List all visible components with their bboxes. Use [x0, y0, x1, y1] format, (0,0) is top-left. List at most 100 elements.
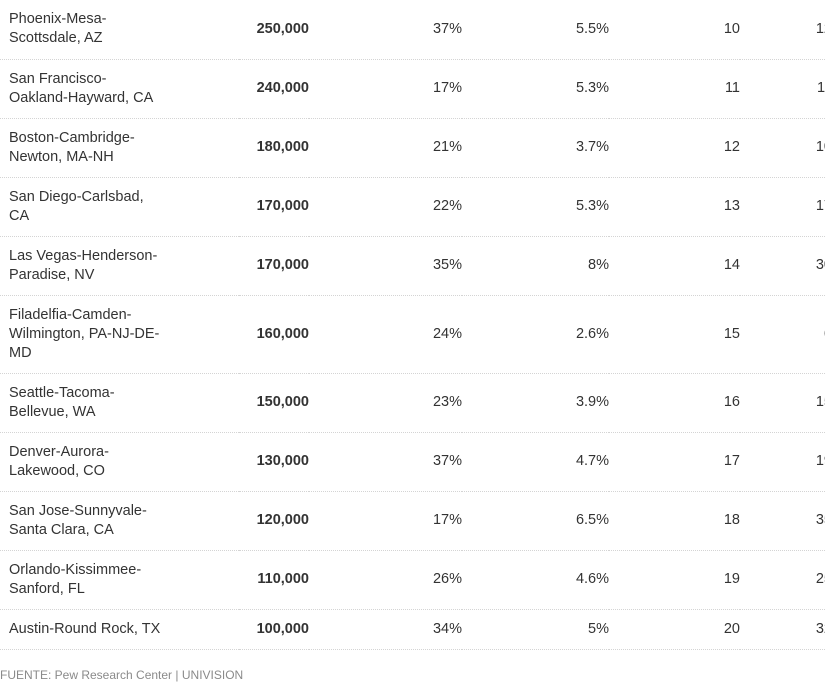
- percent-cell: 2.6%: [462, 295, 609, 374]
- percent-cell: 3.9%: [462, 373, 609, 433]
- rank-a-cell: 20: [609, 609, 740, 650]
- rank-a-cell: 17: [609, 432, 740, 492]
- rank-b-cell: 12: [740, 0, 825, 60]
- rank-b-cell: 17: [740, 177, 825, 237]
- rank-a-cell: 10: [609, 0, 740, 60]
- percent-cell: 4.6%: [462, 550, 609, 610]
- rank-b-cell: 30: [740, 236, 825, 296]
- percent-cell: 5%: [462, 609, 609, 650]
- table-row: Orlando-Kissimmee- Sanford, FL 110,000 26% 4…: [0, 550, 825, 610]
- metro-area-cell: Denver-Aurora- Lakewood, CO: [0, 432, 239, 492]
- metro-area-line: Lakewood, CO: [9, 462, 105, 479]
- source-text: FUENTE: Pew Research Center: [0, 668, 173, 682]
- metro-area-cell: Boston-Cambridge- Newton, MA-NH: [0, 118, 239, 178]
- percent-cell: 5.3%: [462, 177, 609, 237]
- share-cell: 17%: [309, 491, 462, 551]
- metro-area-cell: San Francisco- Oakland-Hayward, CA: [0, 59, 239, 119]
- population-cell: 120,000: [239, 491, 309, 551]
- metro-area-cell: San Jose-Sunnyvale- Santa Clara, CA: [0, 491, 239, 551]
- percent-cell: 5.5%: [462, 0, 609, 60]
- metro-area-cell: Seattle-Tacoma- Bellevue, WA: [0, 373, 239, 433]
- metro-area-line: San Francisco-: [9, 70, 107, 87]
- table-row: Phoenix-Mesa- Scottsdale, AZ 250,000 37% 5.5…: [0, 0, 825, 60]
- metro-area-line: Wilmington, PA-NJ-DE-: [9, 325, 160, 342]
- percent-cell: 6.5%: [462, 491, 609, 551]
- metro-area-line: Scottsdale, AZ: [9, 30, 103, 47]
- metro-area-line: Austin-Round Rock, TX: [9, 620, 161, 637]
- metro-area-line: Santa Clara, CA: [9, 521, 114, 538]
- share-cell: 24%: [309, 295, 462, 374]
- rank-a-cell: 18: [609, 491, 740, 551]
- percent-cell: 4.7%: [462, 432, 609, 492]
- metro-area-line: Denver-Aurora-: [9, 443, 109, 460]
- rank-a-cell: 12: [609, 118, 740, 178]
- table-row: San Jose-Sunnyvale- Santa Clara, CA 120,00…: [0, 491, 825, 551]
- share-cell: 26%: [309, 550, 462, 610]
- table-row: Boston-Cambridge- Newton, MA-NH 180,000 21%…: [0, 118, 825, 178]
- metro-area-line: Bellevue, WA: [9, 403, 96, 420]
- metro-area-line: San Diego-Carlsbad,: [9, 188, 144, 205]
- population-cell: 240,000: [239, 59, 309, 119]
- population-cell: 170,000: [239, 236, 309, 296]
- share-cell: 34%: [309, 609, 462, 650]
- rank-b-cell: 35: [740, 491, 825, 551]
- population-cell: 130,000: [239, 432, 309, 492]
- table-row: Seattle-Tacoma- Bellevue, WA 150,000 23% 3.9…: [0, 373, 825, 433]
- source-note: FUENTE: Pew Research Center | UNIVISION: [0, 668, 243, 682]
- table-row: Denver-Aurora- Lakewood, CO 130,000 37% 4.7%…: [0, 432, 825, 492]
- population-cell: 180,000: [239, 118, 309, 178]
- rank-b-cell: 11: [740, 59, 825, 119]
- share-cell: 23%: [309, 373, 462, 433]
- publisher-name: UNIVISION: [181, 668, 244, 682]
- population-cell: 100,000: [239, 609, 309, 650]
- metro-area-line: Orlando-Kissimmee-: [9, 561, 142, 578]
- metro-area-line: Seattle-Tacoma-: [9, 384, 115, 401]
- metro-area-line: Las Vegas-Henderson-: [9, 247, 158, 264]
- table-body: Phoenix-Mesa- Scottsdale, AZ 250,000 37% 5.5…: [0, 0, 825, 650]
- metro-area-cell: Filadelfia-Camden- Wilmington, PA-NJ-DE- M…: [0, 295, 239, 374]
- rank-b-cell: 6: [740, 295, 825, 374]
- table-row: San Francisco- Oakland-Hayward, CA 240,000…: [0, 59, 825, 119]
- rank-a-cell: 19: [609, 550, 740, 610]
- rank-a-cell: 16: [609, 373, 740, 433]
- share-cell: 22%: [309, 177, 462, 237]
- population-cell: 160,000: [239, 295, 309, 374]
- population-cell: 110,000: [239, 550, 309, 610]
- table-row: Las Vegas-Henderson- Paradise, NV 170,000 3…: [0, 236, 825, 296]
- metro-area-line: CA: [9, 207, 30, 224]
- metro-area-line: Phoenix-Mesa-: [9, 11, 107, 28]
- rank-a-cell: 14: [609, 236, 740, 296]
- source-separator: |: [175, 668, 179, 682]
- rank-b-cell: 19: [740, 432, 825, 492]
- rank-a-cell: 11: [609, 59, 740, 119]
- share-cell: 17%: [309, 59, 462, 119]
- rank-b-cell: 10: [740, 118, 825, 178]
- metro-area-line: Newton, MA-NH: [9, 148, 114, 165]
- metro-area-line: Oakland-Hayward, CA: [9, 89, 154, 106]
- rank-b-cell: 15: [740, 373, 825, 433]
- share-cell: 35%: [309, 236, 462, 296]
- share-cell: 21%: [309, 118, 462, 178]
- metro-area-line: Sanford, FL: [9, 580, 85, 597]
- percent-cell: 8%: [462, 236, 609, 296]
- metro-area-line: Filadelfia-Camden-: [9, 306, 132, 323]
- metro-area-line: Paradise, NV: [9, 266, 95, 283]
- metro-area-cell: Las Vegas-Henderson- Paradise, NV: [0, 236, 239, 296]
- metro-area-line: San Jose-Sunnyvale-: [9, 502, 147, 519]
- metro-area-line: MD: [9, 344, 32, 361]
- rank-b-cell: 32: [740, 609, 825, 650]
- metro-area-table: Phoenix-Mesa- Scottsdale, AZ 250,000 37% 5.5…: [0, 0, 825, 650]
- population-cell: 250,000: [239, 0, 309, 60]
- population-cell: 150,000: [239, 373, 309, 433]
- metro-area-cell: Austin-Round Rock, TX: [0, 609, 239, 650]
- population-cell: 170,000: [239, 177, 309, 237]
- metro-area-cell: Orlando-Kissimmee- Sanford, FL: [0, 550, 239, 610]
- metro-area-cell: Phoenix-Mesa- Scottsdale, AZ: [0, 0, 239, 60]
- rank-a-cell: 15: [609, 295, 740, 374]
- rank-a-cell: 13: [609, 177, 740, 237]
- metro-area-line: Boston-Cambridge-: [9, 129, 135, 146]
- metro-area-cell: San Diego-Carlsbad, CA: [0, 177, 239, 237]
- rank-b-cell: 25: [740, 550, 825, 610]
